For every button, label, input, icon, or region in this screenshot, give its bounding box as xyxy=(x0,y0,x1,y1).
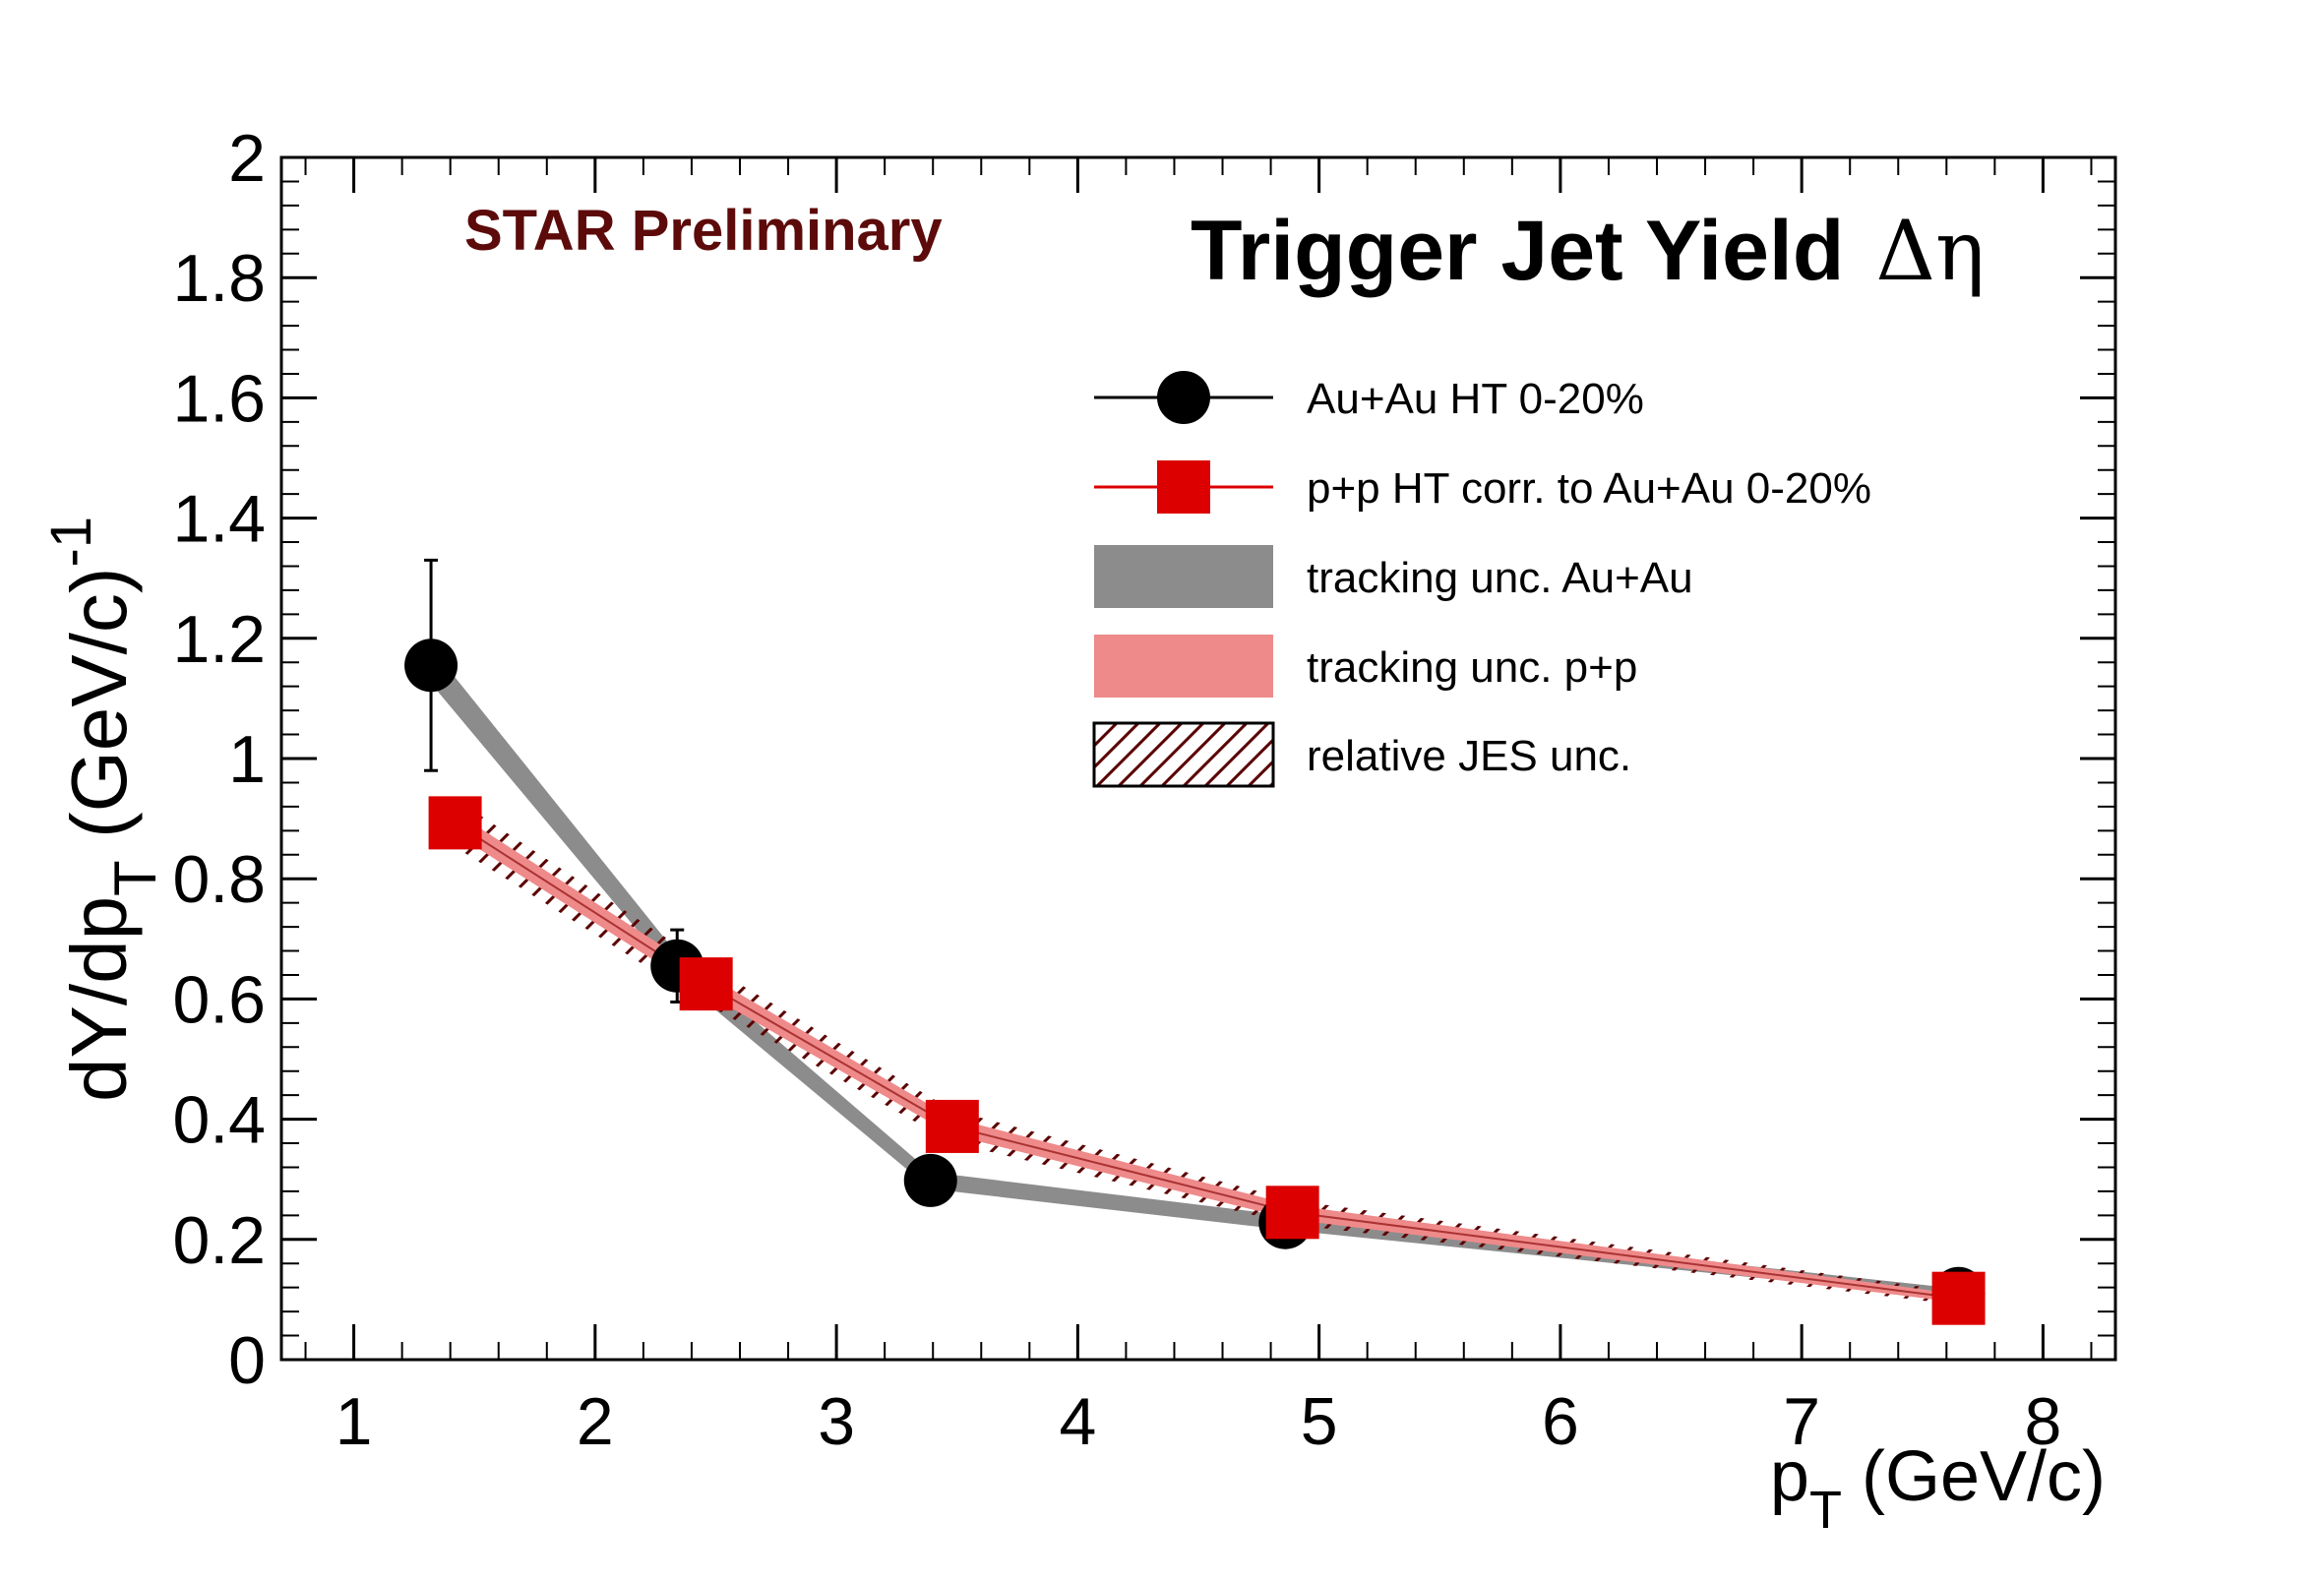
chart-title: Trigger Jet Yield Δη xyxy=(1191,203,1985,299)
x-tick-label: 4 xyxy=(1059,1384,1096,1459)
star-preliminary-label: STAR Preliminary xyxy=(464,199,943,263)
x-axis-title-sub: T xyxy=(1809,1481,1842,1540)
au-au-data-point xyxy=(903,1153,957,1207)
x-tick-label: 8 xyxy=(2025,1384,2062,1459)
legend: Au+Au HT 0-20% p+p HT corr. to Au+Au 0-20… xyxy=(1092,371,1871,788)
y-tick-label: 0.8 xyxy=(172,842,266,917)
legend-marker-au-au xyxy=(1157,371,1210,424)
y-tick-label: 1.4 xyxy=(172,482,266,557)
y-axis-title-main: dY/dp xyxy=(55,896,143,1102)
legend-label: tracking unc. Au+Au xyxy=(1307,554,1693,602)
data-points xyxy=(404,558,1986,1325)
x-tick-label: 6 xyxy=(1542,1384,1579,1459)
pp-data-point xyxy=(428,796,482,850)
y-tick-label: 1 xyxy=(228,722,266,797)
chart-title-symbol: Δη xyxy=(1875,203,1985,299)
y-tick-label: 1.8 xyxy=(172,241,266,316)
x-axis-title: pT (GeV/c) xyxy=(1770,1437,2106,1540)
legend-swatch-3 xyxy=(1094,635,1273,698)
legend-label: p+p HT corr. to Au+Au 0-20% xyxy=(1307,464,1871,513)
band-jes-hatch xyxy=(455,798,1959,1306)
y-axis-title-unit: (GeV/c) xyxy=(55,567,143,860)
plot-frame xyxy=(279,155,2117,1362)
y-tick-label: 0.6 xyxy=(172,962,266,1037)
axis-tick-labels: 1 2 3 4 5 6 7 8 0 0.2 0.4 0.6 0.8 1 1.2 1.4 1.6 1.8 2 xyxy=(172,121,2061,1459)
y-tick-label: 0.4 xyxy=(172,1083,266,1158)
chart-title-text: Trigger Jet Yield xyxy=(1191,204,1844,298)
axis-ticks xyxy=(281,155,2115,1362)
y-tick-label: 2 xyxy=(228,121,266,196)
x-axis-title-unit: (GeV/c) xyxy=(1842,1437,2106,1516)
x-tick-label: 3 xyxy=(818,1384,855,1459)
x-tick-label: 1 xyxy=(336,1384,373,1459)
pp-data-point xyxy=(1265,1186,1319,1240)
legend-swatch-jes xyxy=(1092,721,1275,788)
pp-data-point xyxy=(1931,1271,1986,1325)
pp-data-point xyxy=(679,957,733,1011)
y-axis-title: dY/dpT (GeV/c)-1 xyxy=(39,517,168,1102)
legend-label: tracking unc. p+p xyxy=(1307,643,1637,692)
x-axis-title-main: p xyxy=(1770,1437,1809,1516)
pp-data-point xyxy=(925,1099,979,1153)
legend-label: Au+Au HT 0-20% xyxy=(1307,375,1644,423)
y-tick-label: 1.2 xyxy=(172,602,266,677)
au-au-data-point xyxy=(404,639,459,693)
legend-label: relative JES unc. xyxy=(1307,732,1631,780)
legend-marker-pp xyxy=(1157,460,1210,514)
x-tick-label: 2 xyxy=(577,1384,614,1459)
legend-swatch-2 xyxy=(1094,545,1273,608)
y-tick-label: 0 xyxy=(228,1323,266,1398)
x-tick-label: 5 xyxy=(1301,1384,1338,1459)
x-tick-label: 7 xyxy=(1783,1384,1820,1459)
y-tick-label: 1.6 xyxy=(172,361,266,436)
y-axis-title-sup: -1 xyxy=(39,517,103,568)
y-tick-label: 0.2 xyxy=(172,1203,266,1278)
y-axis-title-sub: T xyxy=(102,860,168,896)
